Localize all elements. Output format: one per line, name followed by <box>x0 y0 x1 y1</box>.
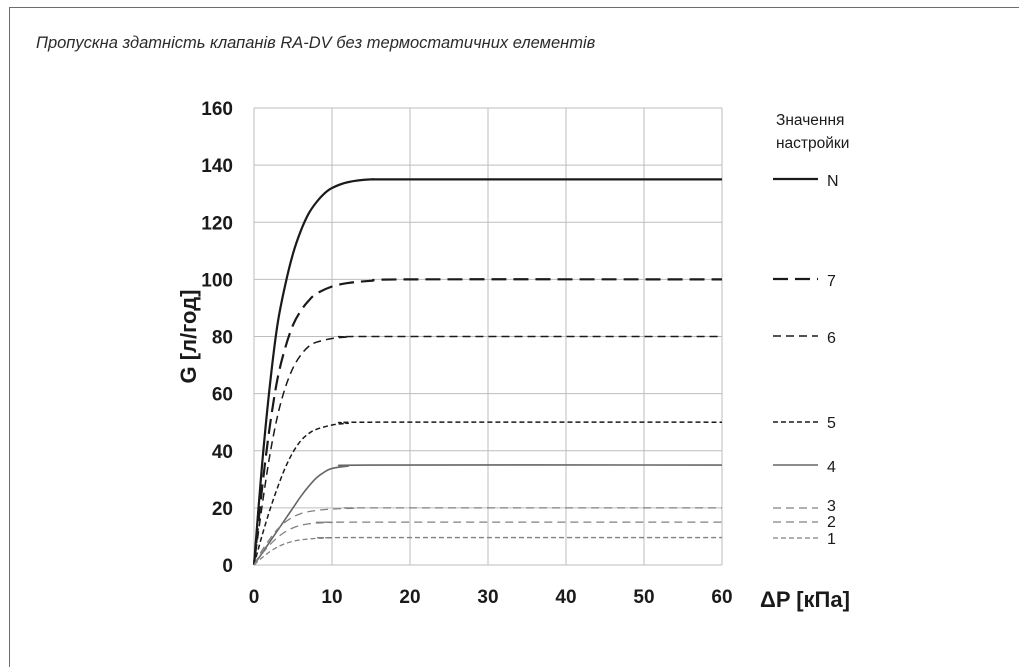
x-tick-label: 20 <box>399 587 420 608</box>
legend-label-6: 6 <box>827 330 836 347</box>
series-line-5 <box>253 421 723 566</box>
x-tick-labels: 0 10 20 30 40 50 60 <box>249 587 733 608</box>
x-tick-label: 40 <box>555 587 576 608</box>
y-tick-label: 0 <box>222 556 233 577</box>
x-tick-label: 30 <box>477 587 498 608</box>
series-line-3 <box>253 507 723 566</box>
y-tick-label: 20 <box>212 499 233 520</box>
y-tick-label: 160 <box>201 99 233 120</box>
legend-label-n: N <box>827 173 839 190</box>
series-line-7 <box>252 278 723 566</box>
legend-label-1: 1 <box>827 531 836 548</box>
y-tick-labels: 0 20 40 60 80 100 120 140 160 <box>201 99 233 577</box>
series-lines <box>252 178 723 566</box>
legend-label-5: 5 <box>827 415 836 432</box>
y-tick-label: 60 <box>212 385 233 406</box>
series-line-6 <box>253 335 723 566</box>
legend-label-7: 7 <box>827 273 836 290</box>
legend-title-line-1: Значення <box>776 112 844 129</box>
x-axis-title: ΔP [кПа] <box>760 587 850 612</box>
figure-frame <box>9 7 1019 667</box>
x-tick-label: 60 <box>711 587 732 608</box>
legend-label-4: 4 <box>827 459 836 476</box>
y-axis-title: G [л/год] <box>176 290 201 384</box>
legend: Значення настройки N 7 6 5 4 321 <box>773 112 849 548</box>
legend-label-3: 3 <box>827 498 836 515</box>
series-line-n <box>252 178 722 566</box>
x-tick-label: 0 <box>249 587 260 608</box>
series-line-2 <box>253 521 723 566</box>
figure-title: Пропускна здатність клапанів RA-DV без т… <box>36 34 596 52</box>
x-tick-label: 50 <box>633 587 654 608</box>
legend-title-line-2: настройки <box>776 135 849 152</box>
y-tick-label: 100 <box>201 270 233 291</box>
y-tick-label: 120 <box>201 213 233 234</box>
grid <box>253 107 723 566</box>
series-line-1 <box>253 536 723 566</box>
y-tick-label: 140 <box>201 156 233 177</box>
legend-label-2: 2 <box>827 514 836 531</box>
y-tick-label: 40 <box>212 442 233 463</box>
series-line-4 <box>253 464 723 566</box>
y-tick-label: 80 <box>212 328 233 349</box>
x-tick-label: 10 <box>321 587 342 608</box>
